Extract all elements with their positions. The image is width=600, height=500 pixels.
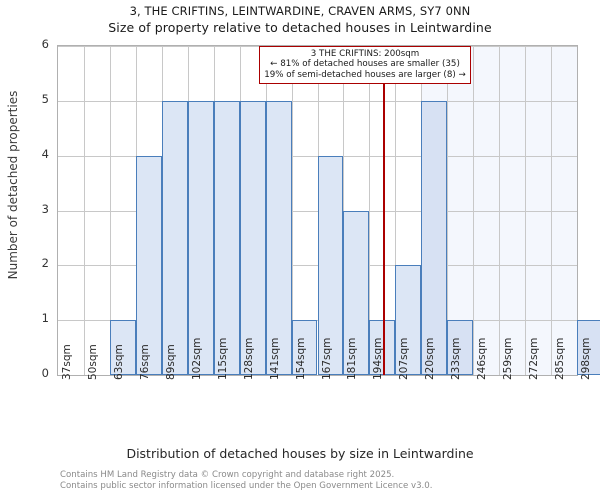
property-marker-line xyxy=(383,46,385,375)
x-tick-181sqm: 181sqm xyxy=(346,337,359,380)
x-tick-141sqm: 141sqm xyxy=(268,337,281,380)
bar-115sqm xyxy=(213,100,240,375)
bar-63sqm xyxy=(109,320,136,375)
bar-181sqm xyxy=(343,210,370,375)
gridline-x-50sqm xyxy=(83,46,85,375)
gridline-x-154sqm xyxy=(291,46,293,375)
x-tick-246sqm: 246sqm xyxy=(476,337,489,380)
gridline-x-246sqm xyxy=(473,46,475,375)
x-axis-label: Distribution of detached houses by size … xyxy=(126,446,474,461)
x-tick-76sqm: 76sqm xyxy=(138,344,151,380)
bar-167sqm xyxy=(317,155,344,375)
bar-89sqm xyxy=(161,100,188,375)
chart-title-block: 3, THE CRIFTINS, LEINTWARDINE, CRAVEN AR… xyxy=(0,4,600,36)
footer-line1: Contains HM Land Registry data © Crown c… xyxy=(60,470,395,480)
gridline-x-285sqm xyxy=(551,46,553,375)
gridline-x-207sqm xyxy=(395,46,397,375)
x-tick-154sqm: 154sqm xyxy=(294,337,307,380)
bar-141sqm xyxy=(265,100,292,375)
y-tick-1: 1 xyxy=(41,311,49,326)
gridline-x-233sqm xyxy=(447,46,449,375)
footer-line2: Contains public sector information licen… xyxy=(60,480,433,491)
y-tick-5: 5 xyxy=(41,91,49,106)
bar-298sqm xyxy=(577,320,600,375)
y-tick-3: 3 xyxy=(41,201,49,216)
gridline-x-63sqm xyxy=(109,46,111,375)
x-tick-272sqm: 272sqm xyxy=(528,337,541,380)
bar-128sqm xyxy=(239,100,266,375)
footer-attribution: Contains HM Land Registry data © Crown c… xyxy=(60,470,600,491)
y-tick-4: 4 xyxy=(41,146,49,161)
x-tick-298sqm: 298sqm xyxy=(580,337,592,380)
x-tick-128sqm: 128sqm xyxy=(242,337,255,380)
bar-194sqm xyxy=(369,320,396,375)
gridline-x-272sqm xyxy=(525,46,527,375)
gridline-x-259sqm xyxy=(499,46,501,375)
chart-title-line2: Size of property relative to detached ho… xyxy=(108,20,492,35)
bar-154sqm xyxy=(291,320,318,375)
chart-title-line1: 3, THE CRIFTINS, LEINTWARDINE, CRAVEN AR… xyxy=(129,4,471,18)
bar-220sqm xyxy=(421,100,448,375)
x-tick-233sqm: 233sqm xyxy=(450,337,463,380)
x-tick-37sqm: 37sqm xyxy=(61,344,73,380)
x-tick-89sqm: 89sqm xyxy=(164,344,177,380)
annotation-line1: 3 THE CRIFTINS: 200sqm xyxy=(310,49,420,59)
x-tick-63sqm: 63sqm xyxy=(112,344,125,380)
gridline-x-194sqm xyxy=(369,46,371,375)
property-annotation-box: 3 THE CRIFTINS: 200sqm ← 81% of detached… xyxy=(259,46,471,85)
bar-207sqm xyxy=(395,265,422,375)
x-tick-207sqm: 207sqm xyxy=(398,337,411,380)
annotation-line2: ← 81% of detached houses are smaller (35… xyxy=(270,59,460,70)
y-tick-2: 2 xyxy=(41,256,49,271)
x-tick-102sqm: 102sqm xyxy=(190,337,203,380)
bar-233sqm xyxy=(447,320,474,375)
y-tick-6: 6 xyxy=(41,37,49,51)
x-tick-285sqm: 285sqm xyxy=(554,337,567,380)
x-tick-115sqm: 115sqm xyxy=(216,337,229,380)
y-tick-0: 0 xyxy=(41,366,49,380)
x-tick-220sqm: 220sqm xyxy=(424,337,437,380)
x-tick-259sqm: 259sqm xyxy=(502,337,515,380)
plot-area xyxy=(57,45,600,376)
bar-102sqm xyxy=(187,100,214,375)
bar-76sqm xyxy=(135,155,162,375)
x-tick-50sqm: 50sqm xyxy=(86,344,99,380)
annotation-line3: 19% of semi-detached houses are larger (… xyxy=(264,69,466,80)
x-tick-167sqm: 167sqm xyxy=(320,337,333,380)
